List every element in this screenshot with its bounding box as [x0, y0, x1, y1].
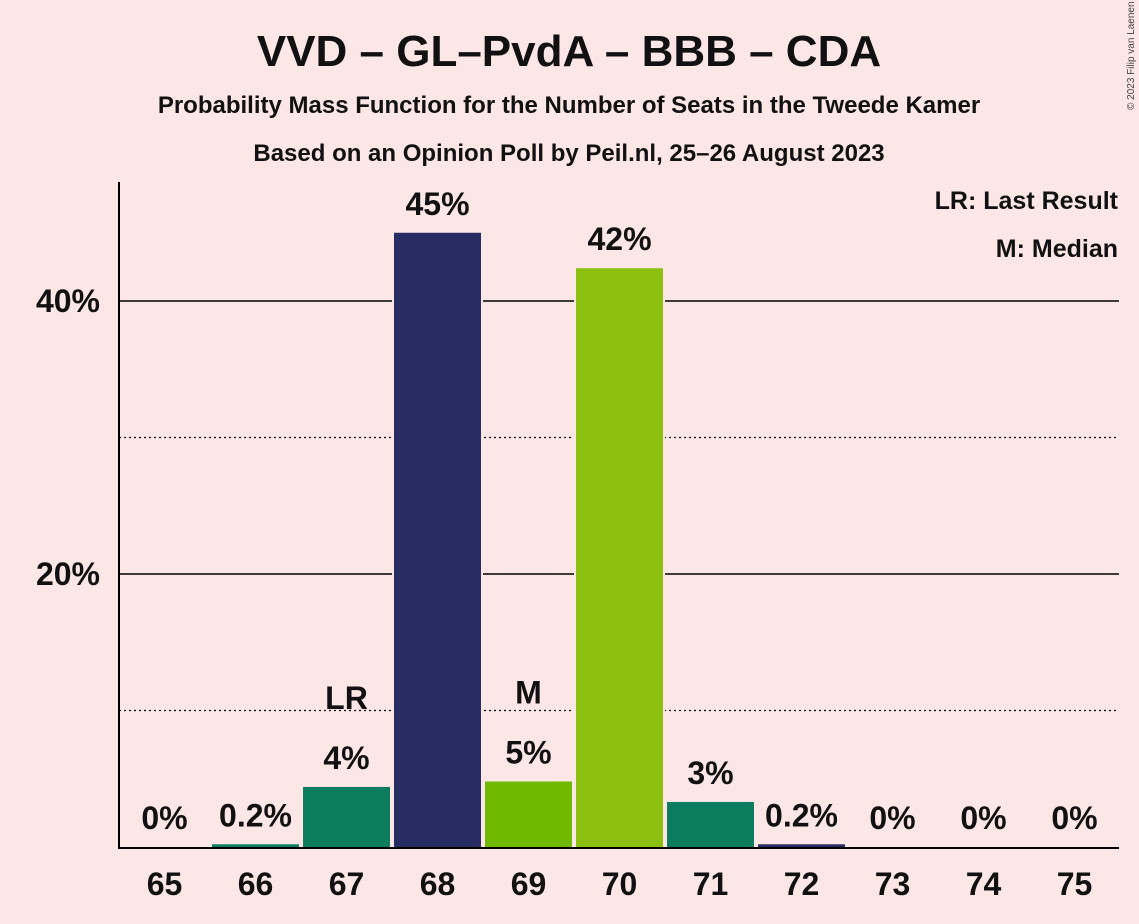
bar [576, 268, 663, 847]
bar-value-label: 0% [960, 800, 1006, 836]
axes [118, 182, 1119, 849]
bar-value-label: 0% [141, 800, 187, 836]
x-tick-label: 73 [875, 866, 911, 902]
bar-value-label: 0% [869, 800, 915, 836]
x-tick-label: 71 [693, 866, 729, 902]
x-tick-label: 68 [420, 866, 456, 902]
legend-median: M: Median [996, 235, 1118, 263]
bar [394, 232, 481, 847]
y-tick-label: 20% [36, 556, 100, 592]
chart-source: Based on an Opinion Poll by Peil.nl, 25–… [253, 140, 884, 167]
x-tick-label: 67 [329, 866, 365, 902]
legend-last-result: LR: Last Result [935, 187, 1119, 215]
x-tick-labels: 65 66 67 68 69 70 71 72 73 74 75 [147, 866, 1093, 902]
chart-subtitle: Probability Mass Function for the Number… [158, 92, 980, 119]
bar-value-label: 5% [505, 734, 551, 770]
bar [667, 801, 754, 847]
x-tick-label: 66 [238, 866, 274, 902]
bar [212, 844, 299, 847]
x-tick-label: 72 [784, 866, 820, 902]
bar-marker-label: LR [325, 680, 368, 716]
x-tick-label: 65 [147, 866, 183, 902]
y-tick-label: 40% [36, 283, 100, 319]
bar-labels: 0% 0.2% 4% LR 45% 5% M 42% 3% 0.2% 0% 0% 0% [141, 186, 1097, 836]
bars [210, 232, 847, 847]
x-tick-label: 70 [602, 866, 638, 902]
bar [485, 781, 572, 847]
y-tick-labels: 20% 40% [36, 283, 100, 592]
bar [303, 786, 390, 847]
bar-marker-label: M [515, 674, 542, 710]
x-tick-label: 69 [511, 866, 547, 902]
copyright-notice: © 2023 Filip van Laenen [1126, 1, 1137, 110]
bar-value-label: 0.2% [219, 797, 292, 833]
bar-value-label: 3% [687, 755, 733, 791]
chart-title: VVD – GL–PvdA – BBB – CDA [257, 27, 881, 76]
bar-value-label: 0.2% [765, 797, 838, 833]
bar-value-label: 45% [405, 186, 469, 222]
bar [758, 844, 845, 847]
x-tick-label: 74 [966, 866, 1002, 902]
x-tick-label: 75 [1057, 866, 1093, 902]
bar-value-label: 42% [587, 221, 651, 257]
bar-value-label: 0% [1051, 800, 1097, 836]
bar-value-label: 4% [323, 740, 369, 776]
